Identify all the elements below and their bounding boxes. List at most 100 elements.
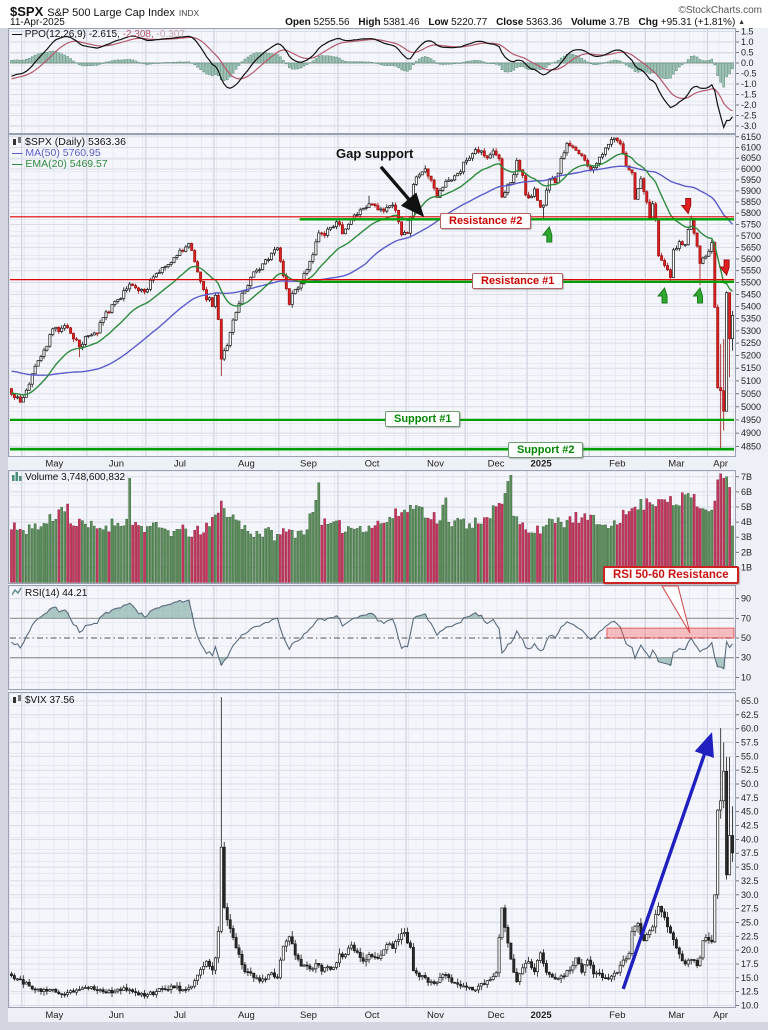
svg-text:Aug: Aug bbox=[238, 1010, 255, 1021]
ppo-hist-value: -0.307 bbox=[156, 29, 185, 40]
ppo-legend: — PPO(12,26,9) -2.615, -2.308, -0.307 bbox=[12, 29, 185, 40]
svg-text:6000: 6000 bbox=[741, 164, 761, 174]
gap-support-label: Gap support bbox=[336, 146, 414, 161]
svg-text:6150: 6150 bbox=[741, 132, 761, 142]
support-2-label: Support #2 bbox=[508, 442, 584, 458]
svg-text:Mar: Mar bbox=[668, 459, 684, 470]
svg-text:Apr: Apr bbox=[713, 459, 728, 470]
rsi-legend-text: RSI(14) 44.21 bbox=[25, 588, 88, 599]
rsi-band-label: RSI 50-60 Resistance bbox=[603, 566, 739, 584]
svg-text:3B: 3B bbox=[741, 532, 752, 542]
svg-text:5550: 5550 bbox=[741, 266, 761, 276]
header-title: $SPX S&P 500 Large Cap Index INDX bbox=[10, 4, 199, 19]
svg-text:5200: 5200 bbox=[741, 351, 761, 361]
svg-text:25.0: 25.0 bbox=[741, 917, 759, 927]
svg-text:4850: 4850 bbox=[741, 442, 761, 452]
symbol: $SPX bbox=[10, 4, 44, 19]
close-label: Close bbox=[496, 17, 524, 28]
svg-text:May: May bbox=[45, 1010, 63, 1021]
volume-legend-text: Volume 3,748,600,832 bbox=[25, 472, 126, 483]
bottom-gutter bbox=[0, 1022, 768, 1030]
svg-text:5450: 5450 bbox=[741, 289, 761, 299]
svg-text:Oct: Oct bbox=[365, 459, 380, 470]
svg-text:10.0: 10.0 bbox=[741, 1001, 759, 1011]
svg-text:0.0: 0.0 bbox=[741, 58, 754, 68]
svg-text:Feb: Feb bbox=[609, 1010, 625, 1021]
svg-text:5400: 5400 bbox=[741, 301, 761, 311]
svg-text:Jul: Jul bbox=[174, 1010, 186, 1021]
svg-text:5350: 5350 bbox=[741, 314, 761, 324]
svg-text:10: 10 bbox=[741, 672, 751, 682]
svg-text:4B: 4B bbox=[741, 517, 752, 527]
open-label: Open bbox=[285, 17, 311, 28]
candlestick-panel-icon bbox=[13, 137, 21, 145]
ema20-legend: EMA(20) 5469.57 bbox=[25, 158, 108, 170]
svg-text:5300: 5300 bbox=[741, 326, 761, 336]
svg-text:30.0: 30.0 bbox=[741, 890, 759, 900]
svg-text:22.5: 22.5 bbox=[741, 931, 759, 941]
chg-value: +95.31 (+1.81%) bbox=[660, 17, 736, 28]
svg-text:Jul: Jul bbox=[174, 459, 186, 470]
ppo-line-icon: — bbox=[12, 29, 22, 40]
svg-text:6050: 6050 bbox=[741, 153, 761, 163]
low-value: 5220.77 bbox=[451, 17, 488, 28]
svg-text:90: 90 bbox=[741, 594, 751, 604]
svg-text:5700: 5700 bbox=[741, 231, 761, 241]
svg-text:4900: 4900 bbox=[741, 428, 761, 438]
svg-text:-0.5: -0.5 bbox=[741, 69, 757, 79]
high-value: 5381.46 bbox=[383, 17, 420, 28]
svg-text:57.5: 57.5 bbox=[741, 738, 759, 748]
svg-text:5B: 5B bbox=[741, 502, 752, 512]
svg-text:2B: 2B bbox=[741, 547, 752, 557]
svg-text:1B: 1B bbox=[741, 562, 752, 572]
svg-text:55.0: 55.0 bbox=[741, 751, 759, 761]
ma50-legend: MA(50) 5760.95 bbox=[25, 146, 101, 159]
svg-text:6100: 6100 bbox=[741, 143, 761, 153]
svg-text:-2.0: -2.0 bbox=[741, 100, 757, 110]
rsi-legend: RSI(14) 44.21 bbox=[12, 587, 87, 599]
svg-text:50: 50 bbox=[741, 633, 751, 643]
symbol-name: S&P 500 Large Cap Index bbox=[47, 7, 175, 19]
svg-text:7B: 7B bbox=[741, 472, 752, 482]
volume-value: 3.7B bbox=[609, 17, 630, 28]
svg-text:42.5: 42.5 bbox=[741, 821, 759, 831]
ppo-signal-value: -2.308, bbox=[122, 29, 154, 40]
svg-text:Oct: Oct bbox=[365, 1010, 380, 1021]
svg-text:5800: 5800 bbox=[741, 208, 761, 218]
svg-text:5750: 5750 bbox=[741, 220, 761, 230]
ppo-legend-main: PPO(12,26,9) -2.615, bbox=[24, 29, 120, 40]
svg-text:2025: 2025 bbox=[531, 459, 553, 470]
svg-text:6B: 6B bbox=[741, 487, 752, 497]
svg-text:5150: 5150 bbox=[741, 363, 761, 373]
vix-panel-icon bbox=[13, 695, 21, 703]
close-value: 5363.36 bbox=[526, 17, 563, 28]
chg-up-icon: ▲ bbox=[738, 19, 745, 26]
support-1-label: Support #1 bbox=[385, 411, 461, 427]
svg-text:60.0: 60.0 bbox=[741, 724, 759, 734]
svg-text:32.5: 32.5 bbox=[741, 876, 759, 886]
price-panel bbox=[8, 134, 736, 457]
svg-text:Apr: Apr bbox=[713, 1010, 728, 1021]
svg-text:37.5: 37.5 bbox=[741, 848, 759, 858]
svg-text:-3.0: -3.0 bbox=[741, 121, 757, 131]
svg-text:17.5: 17.5 bbox=[741, 959, 759, 969]
svg-text:47.5: 47.5 bbox=[741, 793, 759, 803]
chg-label: Chg bbox=[638, 17, 658, 28]
svg-text:Aug: Aug bbox=[238, 459, 255, 470]
svg-text:5500: 5500 bbox=[741, 278, 761, 288]
volume-label: Volume bbox=[571, 17, 607, 28]
ema20-line-icon: — bbox=[12, 158, 23, 170]
svg-text:5850: 5850 bbox=[741, 197, 761, 207]
exchange: INDX bbox=[178, 8, 200, 18]
svg-text:52.5: 52.5 bbox=[741, 765, 759, 775]
svg-text:5900: 5900 bbox=[741, 186, 761, 196]
svg-text:1.5: 1.5 bbox=[741, 27, 754, 37]
svg-text:-1.0: -1.0 bbox=[741, 79, 757, 89]
rsi-panel-icon bbox=[12, 587, 22, 596]
ema20-legend-row: — EMA(20) 5469.57 bbox=[12, 158, 126, 171]
svg-text:1.0: 1.0 bbox=[741, 37, 754, 47]
svg-text:5100: 5100 bbox=[741, 376, 761, 386]
svg-text:Dec: Dec bbox=[488, 1010, 505, 1021]
